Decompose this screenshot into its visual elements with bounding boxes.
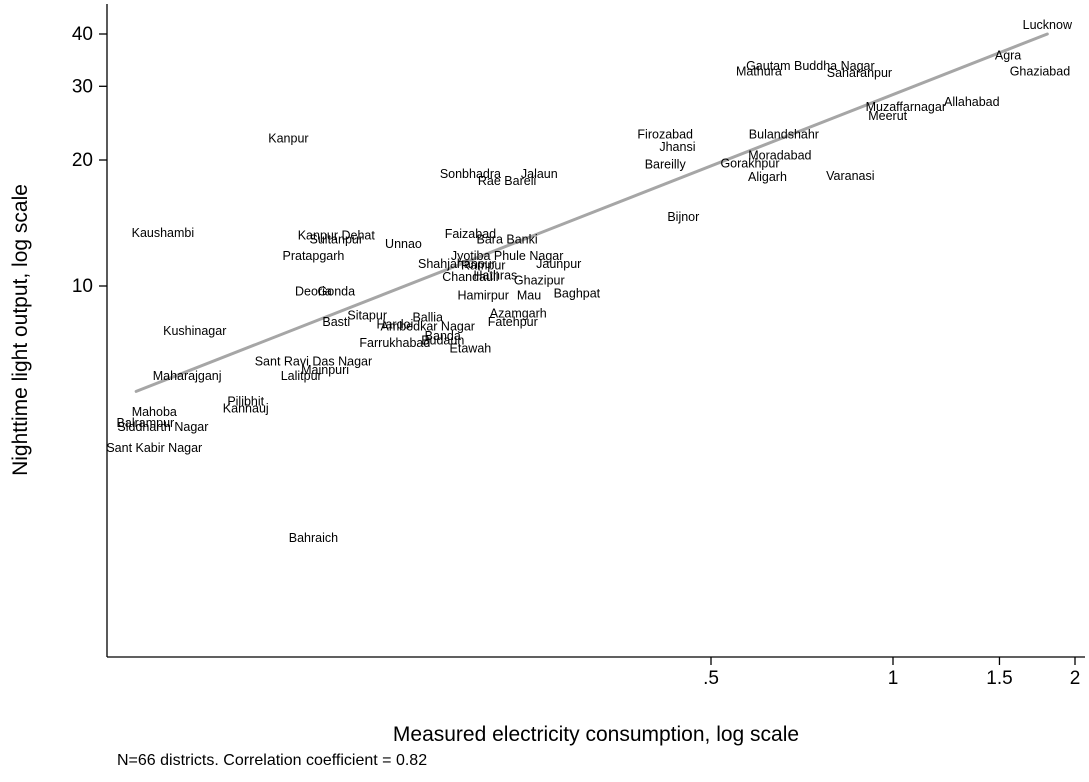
point-label: Baghpat <box>554 286 601 300</box>
point-label: Deoria <box>295 285 332 299</box>
point-label: Lucknow <box>1023 18 1073 32</box>
fit-line-group <box>134 32 1049 393</box>
point-label: Kanpur <box>268 132 308 146</box>
point-label: Sonbhadra <box>440 167 501 181</box>
point-label: Mahoba <box>132 405 177 419</box>
x-tick-label: 1.5 <box>986 668 1012 689</box>
point-label: Kanpur Dehat <box>298 229 376 243</box>
fit-line <box>134 32 1049 393</box>
point-label: Saharanpur <box>827 66 892 80</box>
point-label: Etawah <box>450 341 492 355</box>
point-label: Ghaziabad <box>1010 65 1071 79</box>
point-label: Farrukhabad <box>359 336 430 350</box>
x-tick-label: 2 <box>1070 668 1081 689</box>
point-label: Budaun <box>421 334 464 348</box>
point-label: Ambedkar Nagar <box>380 320 475 334</box>
y-tick-label: 20 <box>72 150 93 171</box>
point-label: Sant Kabir Nagar <box>106 441 202 455</box>
point-label: Sitapur <box>347 309 387 323</box>
point-label: Balrampur <box>117 416 175 430</box>
point-label: Pilibhit <box>227 394 264 408</box>
point-label: Kaushambi <box>132 226 195 240</box>
point-label: Hamirpur <box>458 288 509 302</box>
point-label: Azamgarh <box>490 306 547 320</box>
point-label: Ballia <box>412 311 443 325</box>
x-tick-label: 1 <box>888 668 899 689</box>
point-label: Pratapgarh <box>283 249 345 263</box>
point-label: Rampur <box>461 258 505 272</box>
point-labels: Lucknow Agra Ghaziabad AllahabadMuzaffarnag… <box>106 18 1073 545</box>
point-label: Sultanpur <box>310 233 364 247</box>
point-label: Varanasi <box>826 169 874 183</box>
point-label: Unnao <box>385 237 422 251</box>
point-label: Gautam Buddha Nagar <box>746 59 875 73</box>
point-label: Mau <box>517 288 541 302</box>
point-label: Jyotiba Phule Nagar <box>451 249 564 263</box>
point-label: Bara Banki <box>477 233 538 247</box>
point-label: Bahraich <box>289 531 338 545</box>
point-label: Kushinagar <box>163 324 226 338</box>
point-label: Bijnor <box>667 210 699 224</box>
point-label: Maharajganj <box>153 369 222 383</box>
point-label: Chandauli <box>442 270 498 284</box>
y-axis-title: Nighttime light output, log scale <box>9 184 32 476</box>
point-label: Sant Ravi Das Nagar <box>255 355 372 369</box>
point-label: Hardoi <box>376 317 413 331</box>
ticks: .5 1 1.5 2 10 20 30 40 <box>72 24 1080 689</box>
point-label: Shahjahanpur <box>418 257 496 271</box>
axes <box>106 4 1085 658</box>
point-label: Jaunpur <box>536 257 581 271</box>
point-label: Siddharth Nagar <box>117 420 208 434</box>
point-label: Fatehpur <box>488 315 538 329</box>
point-label: Mainpuri <box>301 363 349 377</box>
point-label: Ghazipur <box>514 274 565 288</box>
point-label: Banda <box>425 329 461 343</box>
point-label: Jalaun <box>521 167 558 181</box>
point-label: Rae Bareli <box>478 174 536 188</box>
point-label: Gorakhpur <box>720 157 779 171</box>
y-tick-label: 30 <box>72 76 93 97</box>
footnote: N=66 districts. Correlation coefficient … <box>117 752 428 769</box>
x-tick-label: .5 <box>703 668 719 689</box>
y-tick-label: 10 <box>72 276 93 297</box>
point-label: Mathura <box>736 65 782 79</box>
point-label: Faizabad <box>445 227 496 241</box>
point-label: Agra <box>995 49 1021 63</box>
point-label: Allahabad <box>944 95 1000 109</box>
point-label: Kannauj <box>223 401 269 415</box>
point-label: Gonda <box>318 285 356 299</box>
point-label: Bareilly <box>645 158 687 172</box>
point-label: Bulandshahr <box>749 128 819 142</box>
x-axis-title: Measured electricity consumption, log sc… <box>393 723 799 746</box>
point-label: Lalitpur <box>281 369 322 383</box>
point-label: Meerut <box>868 109 907 123</box>
point-label: Moradabad <box>748 149 811 163</box>
point-label: Firozabad <box>637 128 693 142</box>
y-tick-label: 40 <box>72 24 93 45</box>
point-label: Muzaffarnagar <box>866 100 946 114</box>
point-label: Aligarh <box>748 170 787 184</box>
point-label: Jhansi <box>659 140 695 154</box>
point-label: Basti <box>322 315 350 329</box>
point-label: Hathras <box>474 268 518 282</box>
